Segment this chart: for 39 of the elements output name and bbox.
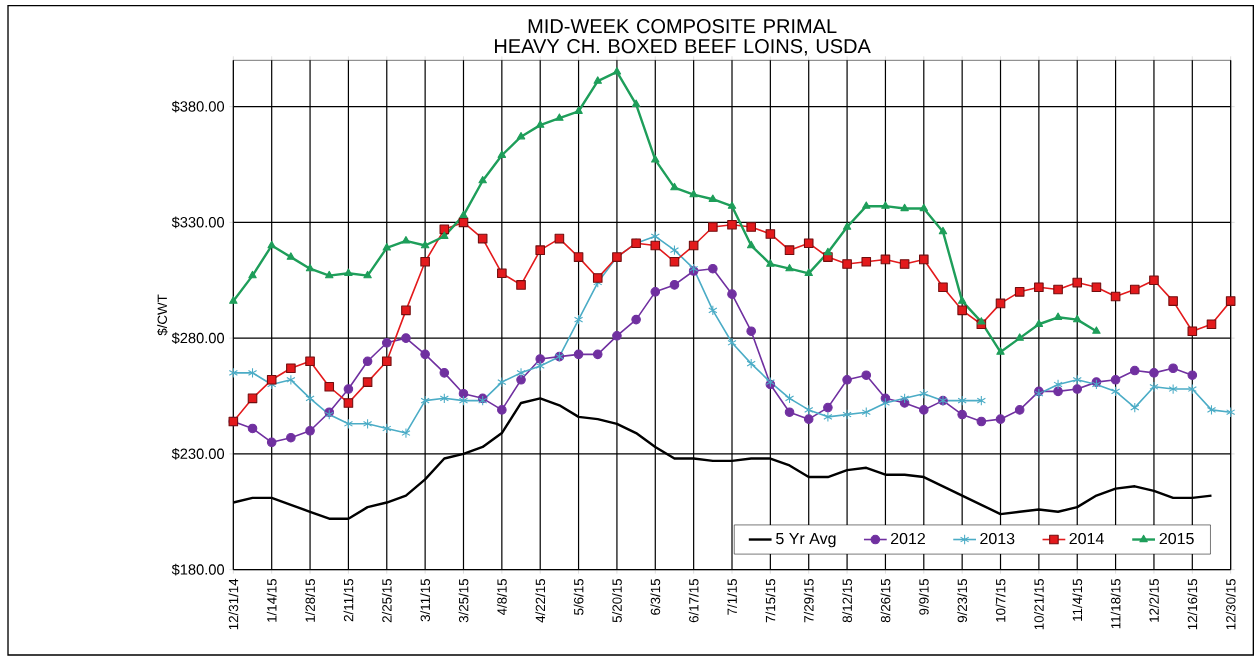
x-tick-label: 7/29/15 <box>803 578 814 623</box>
x-tick-label: 8/26/15 <box>880 578 891 623</box>
x-tick-label: 5/6/15 <box>573 578 584 615</box>
x-tick-label: 12/30/15 <box>1225 578 1236 630</box>
legend-label: 5 Yr Avg <box>776 533 836 548</box>
x-tick-label: 10/21/15 <box>1033 578 1044 630</box>
y-axis-title: $/CWT <box>157 294 168 336</box>
x-tick-label: 1/28/15 <box>305 578 315 622</box>
x-tick-label: 7/15/15 <box>765 578 776 623</box>
x-tick-label: 3/25/15 <box>458 578 469 623</box>
x-tick-label: 12/31/14 <box>228 578 239 630</box>
x-tick-label: 12/2/15 <box>1149 578 1159 622</box>
x-tick-label: 3/11/15 <box>420 578 431 622</box>
y-tick-label: $280.00 <box>171 332 225 345</box>
y-tick-label: $230.00 <box>171 447 225 460</box>
x-tick-label: 8/12/15 <box>842 578 852 623</box>
x-tick-label: 12/16/15 <box>1187 578 1198 630</box>
x-tick-label: 10/7/15 <box>995 578 1006 622</box>
x-tick-label: 2/25/15 <box>381 578 392 623</box>
x-tick-label: 7/1/15 <box>727 578 737 615</box>
y-tick-label: $380.00 <box>171 100 225 113</box>
chart-title: MID-WEEK COMPOSITE PRIMAL HEAVY CH. BOXED BEEF LOINS, USDA <box>495 19 871 56</box>
x-tick-label: 11/18/15 <box>1110 578 1121 629</box>
y-tick-label: $180.00 <box>171 563 225 576</box>
x-tick-label: 9/9/15 <box>918 578 929 615</box>
legend-label: 2013 <box>980 532 1015 545</box>
x-tick-label: 2/11/15 <box>343 578 354 622</box>
x-tick-label: 11/4/15 <box>1072 578 1083 621</box>
x-tick-label: 4/22/15 <box>535 578 546 623</box>
legend-label: 2012 <box>890 532 925 545</box>
y-tick-label: $330.00 <box>171 216 225 229</box>
legend-label: 2015 <box>1159 532 1194 545</box>
x-tick-label: 6/3/15 <box>650 578 661 615</box>
x-tick-label: 4/8/15 <box>496 578 507 616</box>
legend-label: 2014 <box>1069 532 1104 545</box>
x-tick-label: 6/17/15 <box>688 578 699 623</box>
x-tick-label: 5/20/15 <box>612 578 622 623</box>
x-tick-label: 1/14/15 <box>266 578 277 622</box>
x-tick-label: 9/23/15 <box>957 578 968 623</box>
